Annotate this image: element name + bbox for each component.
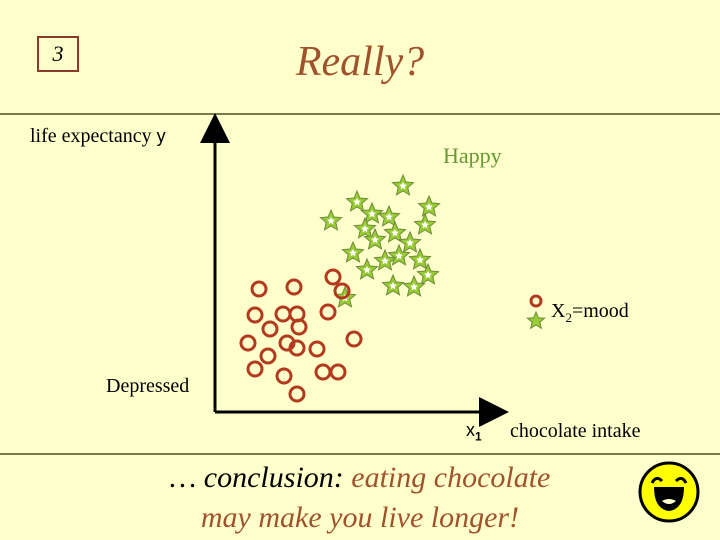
happy-star-highlight	[361, 225, 369, 233]
x-axis-subscript: 1	[475, 429, 482, 444]
happy-star-highlight	[421, 221, 429, 229]
happy-star-highlight	[425, 203, 433, 211]
y-axis-letter: y	[156, 126, 166, 146]
depressed-circle-point	[329, 363, 347, 381]
depressed-circle-point	[246, 360, 264, 378]
happy-star-highlight	[389, 282, 397, 290]
happy-star-highlight	[368, 210, 376, 218]
legend-star-shape	[526, 310, 546, 330]
conclusion-part1: … conclusion:	[169, 461, 344, 494]
depressed-circle-point	[324, 268, 342, 286]
legend-suffix: =mood	[571, 300, 629, 322]
depressed-circle-point	[345, 330, 363, 348]
y-axis-title: life expectancy y	[30, 125, 166, 148]
slide-title: Really?	[295, 39, 425, 85]
laughing-face-icon	[638, 461, 700, 523]
conclusion-text: … conclusion: eating chocolate may make …	[80, 458, 640, 538]
legend-subscript: 2	[565, 310, 572, 325]
happy-star-highlight	[424, 271, 432, 279]
conclusion-line2: may make you live longer!	[200, 501, 520, 534]
happy-star-highlight	[406, 239, 414, 247]
depressed-circle-point	[246, 306, 264, 324]
legend-var: X	[551, 300, 566, 322]
data-points	[239, 173, 441, 403]
x-axis-var: x	[466, 420, 475, 440]
depressed-circle-point	[308, 340, 326, 358]
happy-star-highlight	[385, 213, 393, 221]
depressed-circle-point	[274, 305, 292, 323]
depressed-circle-point	[288, 339, 306, 357]
happy-annotation: Happy	[443, 143, 502, 168]
depressed-circle-point	[275, 367, 293, 385]
depressed-circle-point	[290, 318, 308, 336]
happy-star-highlight	[391, 229, 399, 237]
happy-star-highlight	[327, 217, 335, 225]
y-axis-label: life expectancy	[30, 125, 152, 147]
conclusion-part2: eating chocolate	[351, 461, 551, 494]
happy-star-highlight	[410, 283, 418, 291]
depressed-circle-point	[288, 385, 306, 403]
happy-star-highlight	[416, 256, 424, 264]
x-axis-letter: x1	[466, 420, 482, 444]
depressed-annotation: Depressed	[106, 375, 190, 397]
happy-star-highlight	[381, 257, 389, 265]
legend-circle-marker	[529, 294, 543, 308]
depressed-circle-point	[314, 363, 332, 381]
slide-number: 3	[37, 36, 79, 72]
happy-star-highlight	[363, 266, 371, 274]
depressed-circle-point	[250, 280, 268, 298]
happy-star-highlight	[395, 252, 403, 260]
title-band	[0, 0, 720, 113]
happy-star-highlight	[399, 182, 407, 190]
depressed-circle-point	[261, 320, 279, 338]
happy-star-highlight	[349, 249, 357, 257]
depressed-circle-point	[319, 303, 337, 321]
bottom-divider	[0, 453, 720, 455]
depressed-circle-point	[259, 347, 277, 365]
depressed-circle-point	[285, 278, 303, 296]
x-axis-title: chocolate intake	[510, 420, 641, 442]
legend-label: X2=mood	[551, 300, 629, 326]
happy-star-highlight	[371, 236, 379, 244]
depressed-circle-point	[239, 334, 257, 352]
top-divider	[0, 113, 720, 115]
depressed-circle-point	[333, 282, 351, 300]
happy-star-highlight	[353, 198, 361, 206]
legend-star-marker	[526, 310, 546, 330]
